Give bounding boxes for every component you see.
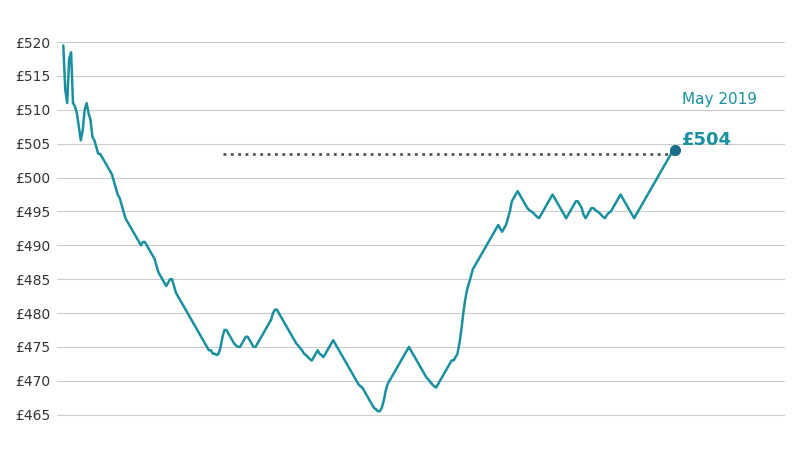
Text: May 2019: May 2019	[682, 92, 758, 107]
Text: £504: £504	[682, 131, 732, 149]
